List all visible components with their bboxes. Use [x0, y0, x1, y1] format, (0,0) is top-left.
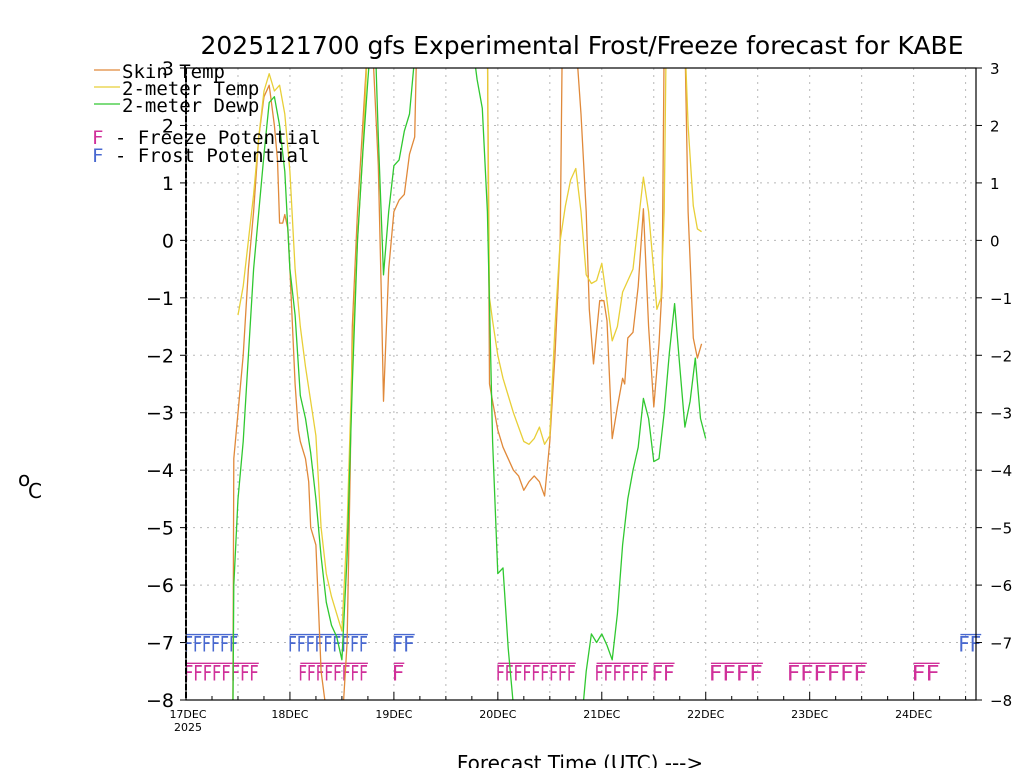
y-tick-label-right: −1	[990, 290, 1012, 308]
y-axis-unit-degree: o	[18, 467, 30, 491]
y-tick-label-right: −2	[990, 347, 1012, 365]
flag-text-freeze: FFFFFFFF	[298, 661, 368, 685]
x-tick-label: 20DEC	[479, 708, 516, 721]
x-tick-label: 18DEC	[271, 708, 308, 721]
series-line-2-meter-temp	[237, 68, 368, 632]
y-tick-label: 0	[162, 230, 174, 252]
legend-label: Skin Temp	[122, 61, 225, 83]
flag-legend-entry: F - Frost Potential	[92, 145, 309, 167]
y-tick-label: 3	[162, 58, 174, 80]
y-tick-label-right: −6	[990, 577, 1012, 595]
y-axis-unit: o C	[18, 467, 42, 503]
y-tick-label: −5	[146, 518, 174, 540]
y-tick-label: −6	[146, 575, 174, 597]
x-tick-label: 22DEC	[687, 708, 724, 721]
legend-label: 2-meter Temp	[122, 78, 259, 100]
data-series	[232, 68, 707, 700]
series-line-2-meter-dewp	[375, 68, 415, 276]
flag-text-frost: FFFFFF	[184, 633, 238, 657]
flag-legend-letter: F	[92, 127, 103, 149]
series-line-2-meter-temp	[685, 68, 702, 233]
y-tick-label: 1	[162, 173, 174, 195]
y-axis-unit-letter: C	[28, 479, 42, 503]
x-axis: 17DEC 18DEC 19DEC 20DEC 21DEC 22DEC 23DEC 24DEC…	[169, 692, 967, 734]
y-tick-label: −3	[146, 403, 174, 425]
y-tick-label: −7	[146, 633, 174, 655]
y-tick-label-right: −3	[990, 405, 1012, 423]
flag-text-frost: FF	[392, 633, 415, 657]
flag-text-freeze: FFFFFFFF	[184, 661, 259, 685]
x-tick-label: 17DEC	[169, 708, 206, 721]
y-axis-left: 3 2 1 0 −1 −2 −3 −4 −5 −6 −7 −8	[146, 58, 186, 712]
x-tick-label: 19DEC	[375, 708, 412, 721]
x-tick-label: 21DEC	[583, 708, 620, 721]
y-tick-label-right: 1	[990, 175, 1000, 193]
flag-text-freeze: FF	[912, 661, 940, 685]
flag-legend-text: - Freeze Potential	[103, 127, 320, 149]
flag-text-freeze: F	[392, 661, 404, 685]
flag-text-frost: FFFFFFFFF	[288, 633, 368, 657]
flag-text-freeze: FFFFFFFFF	[496, 661, 576, 685]
y-tick-label: −4	[146, 460, 174, 482]
flag-text-frost: FF	[958, 633, 981, 657]
flag-legend-entry: F - Freeze Potential	[92, 127, 321, 149]
flag-legend-text: - Frost Potential	[103, 145, 309, 167]
flag-text-freeze: FF	[652, 661, 675, 685]
legend-label: 2-meter Dewp	[122, 95, 259, 117]
series-line-skin-temp	[577, 68, 665, 440]
series-line-2-meter-temp	[486, 68, 667, 445]
x-tick-label: 23DEC	[791, 708, 828, 721]
y-axis-right: 3 2 1 0 −1 −2 −3 −4 −5 −6 −7 −8	[976, 60, 1012, 710]
series-line-2-meter-dewp	[474, 68, 514, 700]
chart-title: 2025121700 gfs Experimental Frost/Freeze…	[200, 31, 963, 60]
flag-text-freeze: FFFFFF	[595, 661, 649, 685]
x-year-label: 2025	[174, 721, 202, 734]
y-tick-label-right: −5	[990, 520, 1012, 538]
y-tick-label-right: −4	[990, 462, 1012, 480]
y-tick-label-right: 3	[990, 60, 1000, 78]
series-line-skin-temp	[684, 68, 703, 359]
y-tick-label: −1	[146, 288, 174, 310]
flag-text-freeze: FFFFFF	[787, 661, 867, 685]
y-tick-label-right: −7	[990, 635, 1012, 653]
series-line-2-meter-dewp	[582, 302, 707, 700]
x-tick-label: 24DEC	[895, 708, 932, 721]
y-tick-label: −2	[146, 345, 174, 367]
flag-text-freeze: FFFF	[709, 661, 763, 685]
y-tick-label-right: 2	[990, 117, 1000, 135]
y-tick-label-right: 0	[990, 232, 1000, 250]
grid-lines	[186, 68, 976, 700]
y-tick-label: −8	[146, 690, 174, 712]
x-axis-label: Forecast Time (UTC) --->	[457, 751, 703, 768]
series-line-2-meter-dewp	[232, 68, 370, 700]
y-tick-label-right: −8	[990, 692, 1012, 710]
flag-legend-letter: F	[92, 145, 103, 167]
y-tick-label: 2	[162, 115, 174, 137]
